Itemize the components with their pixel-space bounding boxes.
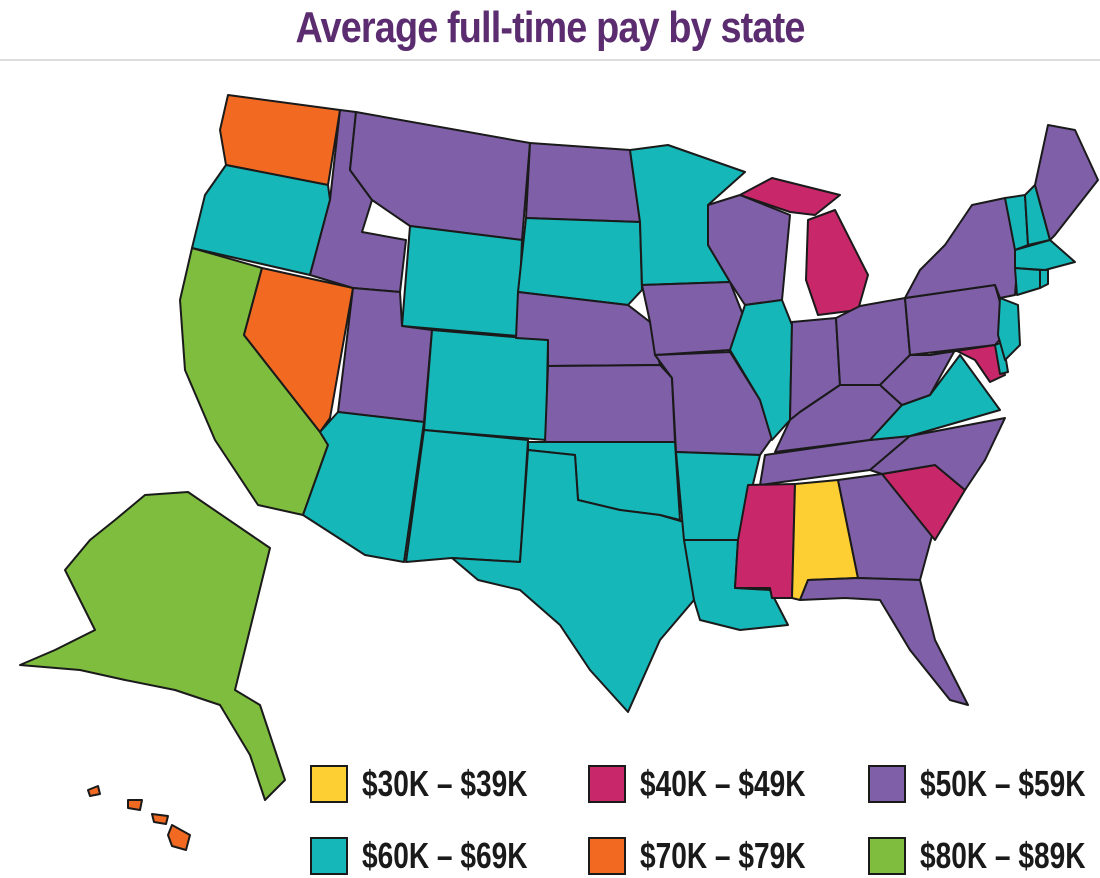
state-CT[interactable] [1014,267,1041,296]
state-FL[interactable] [799,577,969,706]
state-NM[interactable] [405,429,529,563]
legend-swatch [868,837,906,875]
legend-item-b30: $30K – $39K [310,763,574,804]
legend-item-b60: $60K – $69K [310,835,574,876]
state-AZ[interactable] [302,411,425,563]
legend-label: $60K – $69K [362,835,528,876]
state-RI[interactable] [1039,269,1049,289]
state-SD[interactable] [517,217,643,306]
legend: $30K – $39K $40K – $49K $50K – $59K $60K – … [310,760,1100,878]
state-GA[interactable] [837,473,936,581]
state-ND[interactable] [525,142,641,223]
state-KS[interactable] [544,364,676,443]
legend-label: $70K – $79K [640,835,806,876]
title-divider [0,59,1100,61]
legend-label: $80K – $89K [920,835,1086,876]
map-title: Average full-time pay by state [295,3,805,52]
legend-swatch [588,837,626,875]
legend-item-b80: $80K – $89K [868,835,1100,876]
legend-item-b70: $70K – $79K [588,835,852,876]
state-HI[interactable] [87,785,191,851]
state-NC[interactable] [869,417,1006,491]
state-ME[interactable] [1034,124,1099,241]
legend-label: $50K – $59K [920,763,1086,804]
state-TX[interactable] [451,449,695,713]
legend-label: $40K – $49K [640,763,806,804]
legend-swatch [310,765,348,803]
state-IL[interactable] [729,299,793,441]
state-NY[interactable] [904,197,1019,299]
legend-swatch [588,765,626,803]
legend-label: $30K – $39K [362,763,528,804]
state-MT[interactable] [349,111,531,241]
legend-item-b50: $50K – $59K [868,763,1100,804]
us-map [19,94,1099,851]
state-MA[interactable] [1014,239,1076,271]
legend-item-b40: $40K – $49K [588,763,852,804]
legend-swatch [310,837,348,875]
state-NJ[interactable] [997,297,1021,361]
legend-swatch [868,765,906,803]
state-AK[interactable] [19,491,286,801]
state-WY[interactable] [401,225,523,337]
state-IA[interactable] [641,281,746,356]
state-CO[interactable] [423,329,549,441]
